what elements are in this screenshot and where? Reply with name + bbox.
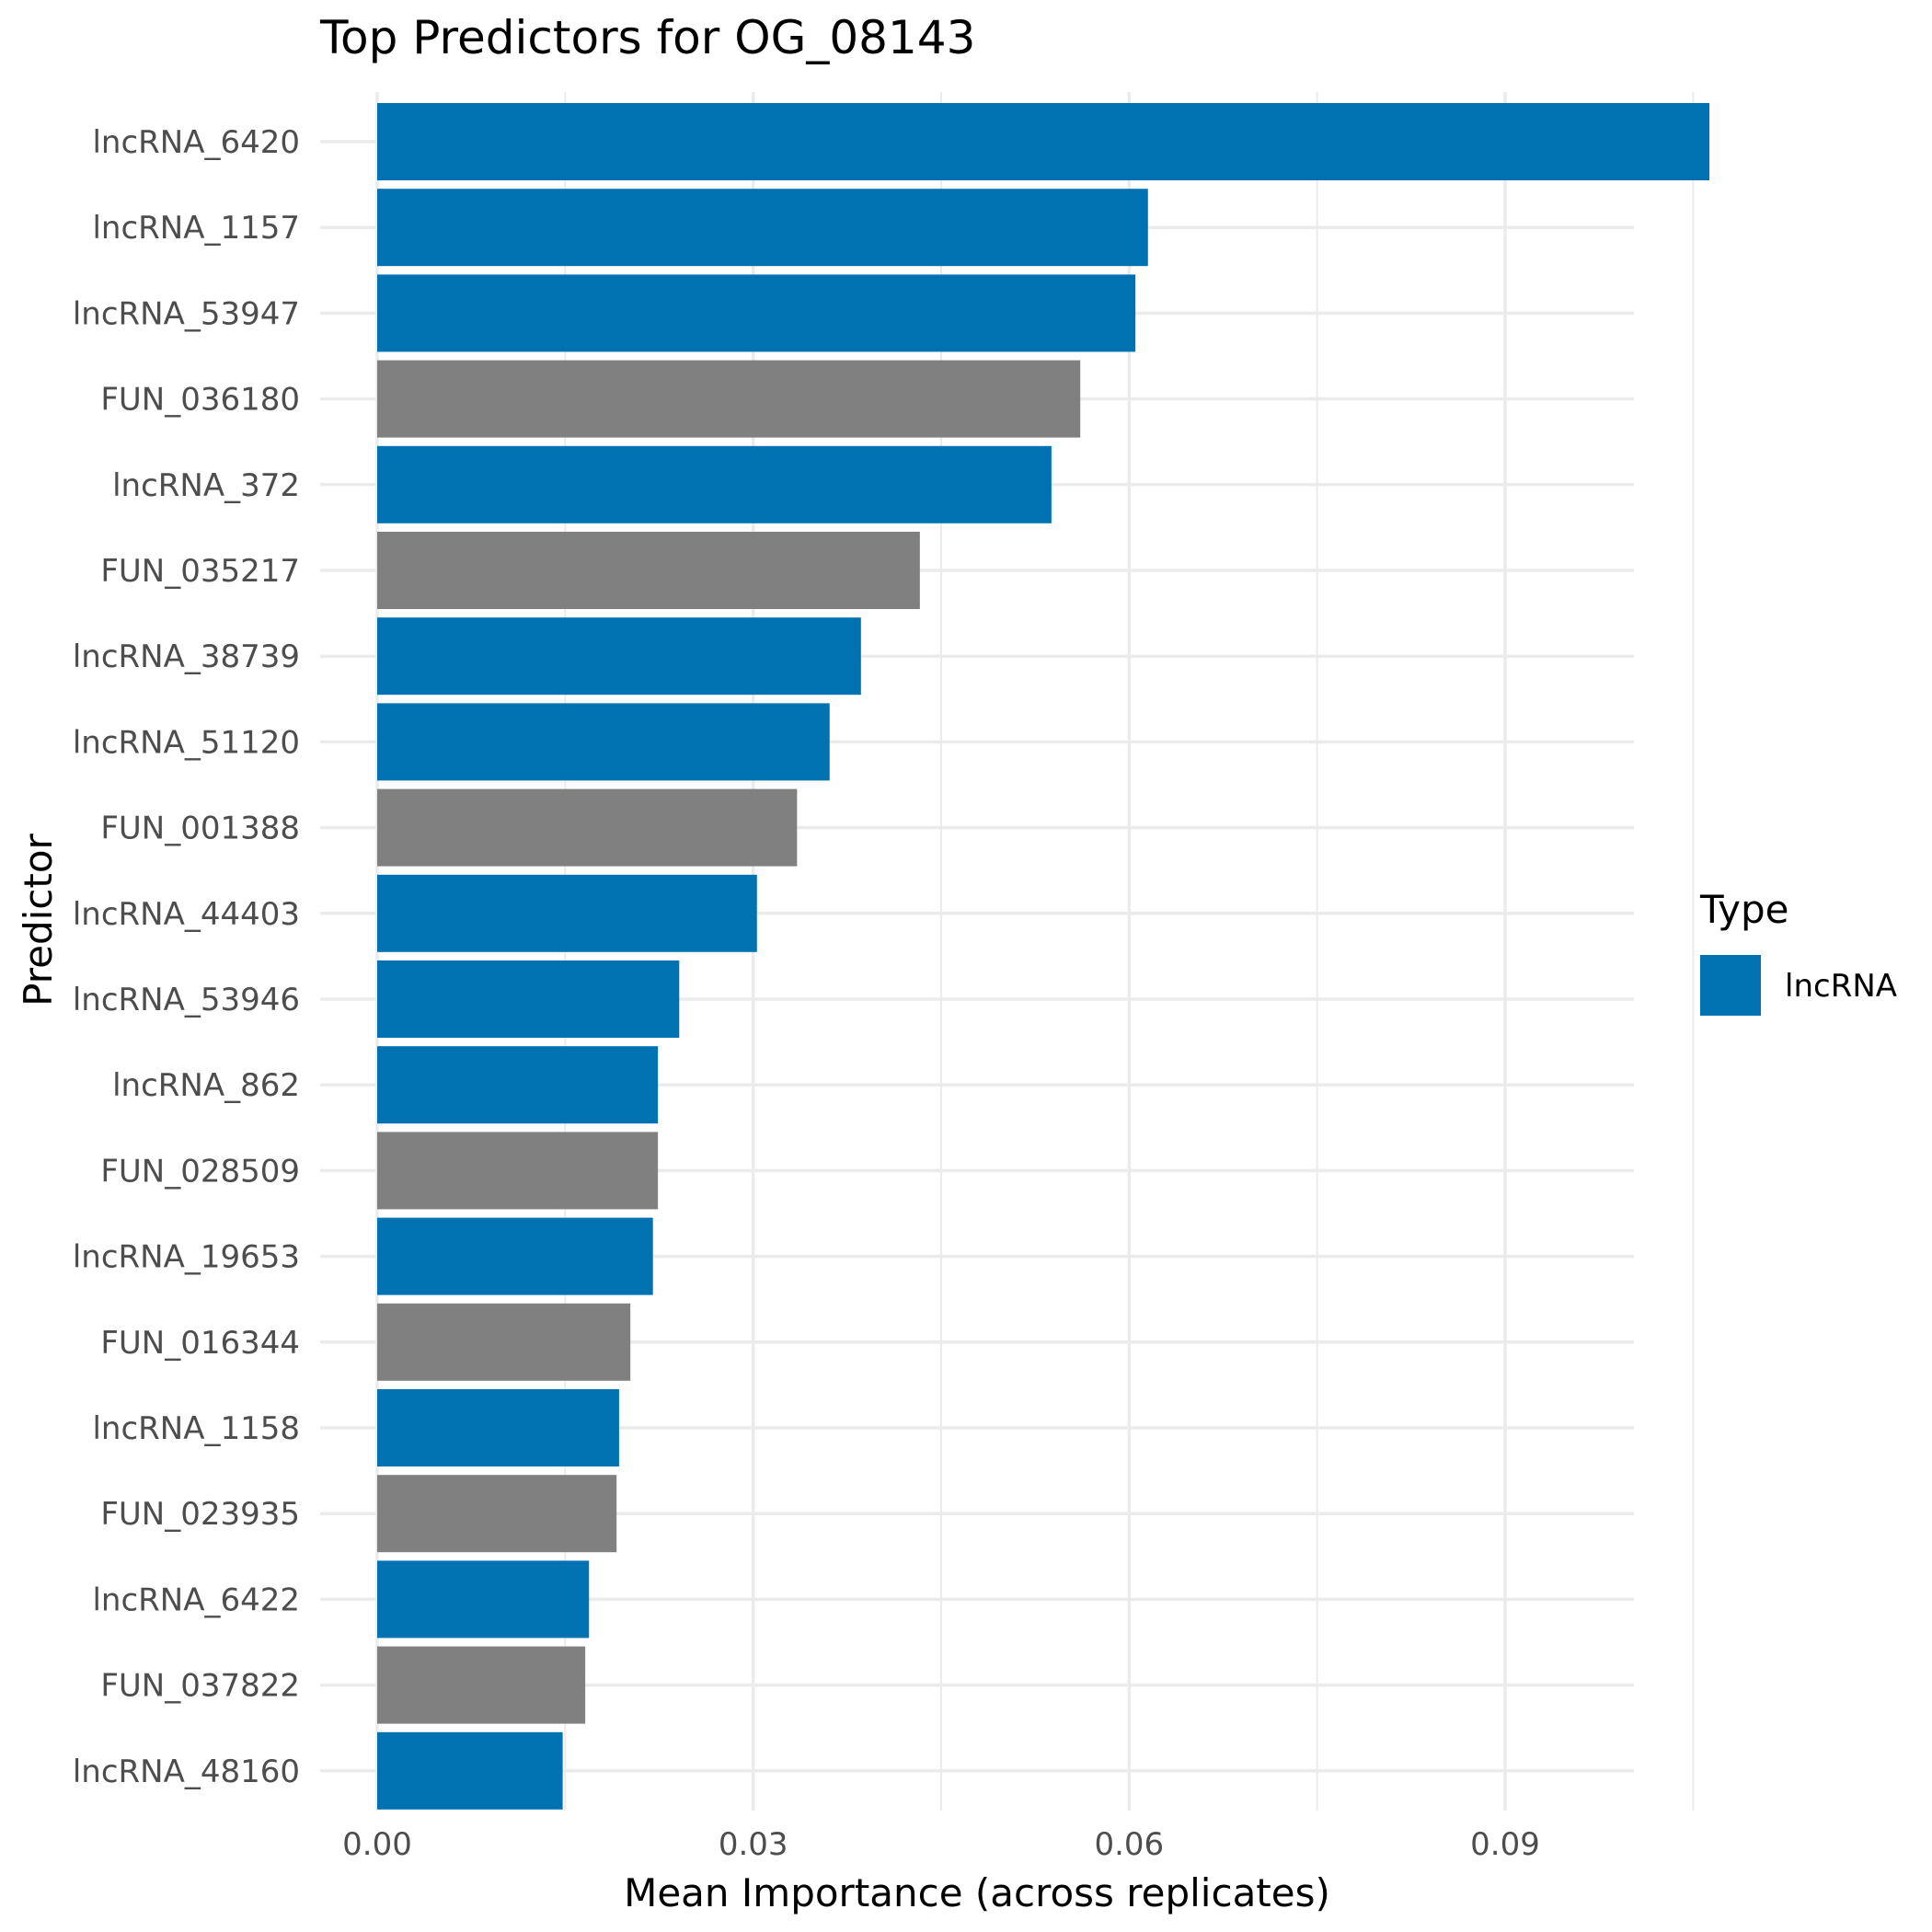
- y-tick-label: FUN_036180: [100, 382, 300, 419]
- y-tick-label: FUN_023935: [100, 1496, 300, 1533]
- legend-title: Type: [1699, 887, 1788, 932]
- bar: [377, 1217, 653, 1295]
- y-tick-label: lncRNA_862: [112, 1067, 300, 1104]
- y-tick-label: lncRNA_53947: [73, 295, 300, 332]
- bar: [377, 360, 1081, 438]
- bar: [377, 960, 680, 1038]
- x-tick-label: 0.00: [342, 1826, 412, 1863]
- x-tick-label: 0.06: [1094, 1826, 1164, 1863]
- bar: [377, 1646, 586, 1724]
- x-tick-label: 0.09: [1470, 1826, 1540, 1863]
- bar: [377, 189, 1148, 267]
- legend-swatch-lncrna: [1700, 955, 1761, 1016]
- legend: Type lncRNA: [1699, 887, 1897, 1016]
- chart-title: Top Predictors for OG_08143: [319, 11, 975, 64]
- y-tick-label: lncRNA_1157: [92, 210, 300, 247]
- bar: [377, 1132, 659, 1210]
- y-tick-label: lncRNA_48160: [73, 1754, 300, 1790]
- y-tick-label: FUN_016344: [100, 1325, 300, 1362]
- bar: [377, 1731, 563, 1810]
- bar: [377, 274, 1136, 352]
- bar: [377, 1046, 659, 1124]
- y-tick-label: lncRNA_51120: [73, 724, 300, 761]
- bar: [377, 1475, 617, 1553]
- y-tick-label: lncRNA_372: [112, 467, 300, 504]
- x-tick-label: 0.03: [719, 1826, 788, 1863]
- bar: [377, 617, 861, 696]
- y-tick-label: lncRNA_6420: [92, 124, 300, 161]
- bar: [377, 445, 1052, 523]
- x-axis-title: Mean Importance (across replicates): [624, 1870, 1330, 1915]
- y-tick-label: FUN_001388: [100, 811, 300, 847]
- y-tick-label: lncRNA_53946: [73, 982, 300, 1018]
- legend-label-lncrna: lncRNA: [1785, 968, 1897, 1005]
- y-tick-label: FUN_037822: [100, 1668, 300, 1705]
- bar: [377, 703, 830, 781]
- y-tick-labels: lncRNA_6420 lncRNA_1157 lncRNA_53947 FUN_03…: [73, 124, 300, 1790]
- bar: [377, 1303, 631, 1381]
- bar: [377, 788, 798, 867]
- y-tick-label: FUN_035217: [100, 553, 300, 590]
- y-tick-label: lncRNA_44403: [73, 896, 300, 933]
- y-tick-label: lncRNA_6422: [92, 1581, 300, 1618]
- bar: [377, 532, 920, 609]
- x-tick-labels: 0.00 0.03 0.06 0.09: [342, 1826, 1540, 1863]
- y-tick-label: FUN_028509: [100, 1153, 300, 1190]
- y-tick-label: lncRNA_38739: [73, 638, 300, 675]
- bar: [377, 103, 1710, 180]
- bar: [377, 874, 757, 952]
- bar: [377, 1389, 619, 1466]
- y-tick-label: lncRNA_19653: [73, 1239, 300, 1276]
- y-tick-label: lncRNA_1158: [92, 1410, 300, 1447]
- bars: [377, 103, 1710, 1810]
- bar: [377, 1560, 590, 1639]
- y-axis-title: Predictor: [16, 833, 61, 1006]
